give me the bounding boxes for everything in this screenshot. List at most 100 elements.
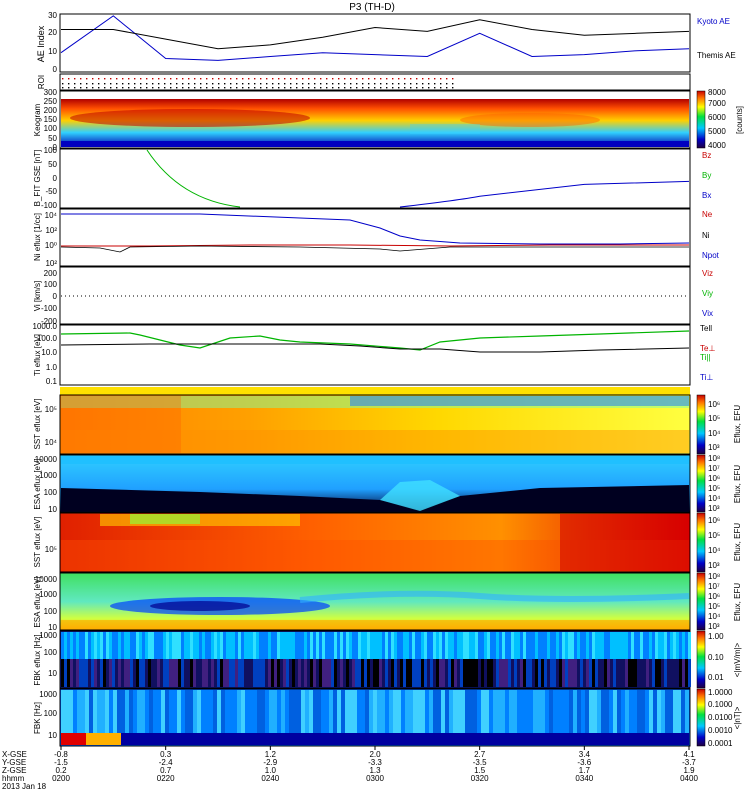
- ti-tick: 1.0: [46, 363, 58, 372]
- xaxis-value-z: 1.7: [579, 766, 591, 775]
- fbk-e-stripe: [379, 632, 382, 659]
- roi-dot: [74, 87, 76, 89]
- esa-e-cbar-label: Eflux, EFU: [733, 465, 742, 503]
- sst-i-tick: 10⁵: [45, 545, 57, 554]
- roi-dot: [356, 87, 358, 89]
- roi-dot: [374, 83, 376, 85]
- fbk-e-stripe: [433, 632, 436, 659]
- fbk-b-stripe: [569, 690, 573, 733]
- roi-dot: [140, 83, 142, 85]
- fbk-b-stripe: [61, 690, 65, 733]
- fbk-e-stripe: [559, 632, 562, 659]
- fbk-e-stripe: [598, 659, 601, 687]
- fbk-e-stripe: [133, 632, 136, 659]
- fbk-e-stripe: [508, 659, 511, 687]
- fbk-e-stripe: [643, 632, 646, 659]
- fbk-e-stripe: [211, 659, 214, 687]
- xaxis-value-x: 2.0: [369, 750, 381, 759]
- fbk-e-stripe: [532, 632, 535, 659]
- fbk-b-stripe: [425, 690, 429, 733]
- fbk-b-stripe: [633, 690, 637, 733]
- fbk-e-stripe: [340, 632, 343, 659]
- fbk-e-stripe: [490, 632, 493, 659]
- xaxis-value-y: -3.7: [682, 758, 696, 767]
- roi-dot: [134, 78, 136, 80]
- roi-dot: [308, 87, 310, 89]
- fbk-e-stripe: [190, 659, 193, 687]
- roi-dot: [176, 87, 178, 89]
- fbk-e-stripe: [322, 632, 325, 659]
- roi-dot: [452, 83, 454, 85]
- fbk-e-stripe: [346, 659, 349, 687]
- roi-dot: [392, 78, 394, 80]
- fbk-e-stripe: [535, 659, 538, 687]
- fbk-b-stripe: [353, 690, 357, 733]
- roi-dot: [242, 78, 244, 80]
- roi-dot: [284, 78, 286, 80]
- fbk-e-stripe: [649, 659, 652, 687]
- fbk-e-stripe: [112, 659, 115, 687]
- fbk-b-tick: 10: [48, 731, 57, 740]
- roi-dot: [380, 83, 382, 85]
- sst-e-cbar-tick: 10⁶: [708, 400, 720, 409]
- fbk-b-stripe: [613, 690, 617, 733]
- fbk-e-stripe: [328, 632, 331, 659]
- fbk-e-stripe: [643, 659, 646, 687]
- roi-dot: [86, 83, 88, 85]
- fbk-b-stripe: [525, 690, 529, 733]
- sst-e-tick: 10⁴: [45, 438, 58, 447]
- fbk-e-stripe: [427, 632, 430, 659]
- fbk-e-stripe: [667, 632, 670, 659]
- xaxis-value-z: 1.5: [474, 766, 486, 775]
- ae-panel: AE Index 0 10 20 30 Kyoto AE Themis AE: [36, 11, 736, 74]
- roi-dot: [218, 78, 220, 80]
- fbk-e-stripe: [106, 632, 109, 659]
- fbk-b-stripe: [465, 690, 469, 733]
- esa-i-cbar-tick: 10⁶: [708, 592, 720, 601]
- roi-dot: [122, 78, 124, 80]
- roi-dot: [218, 83, 220, 85]
- fbk-e-stripe: [352, 659, 355, 687]
- fbk-b-stripe: [129, 690, 133, 733]
- fbk-e-stripe: [202, 632, 205, 659]
- xaxis-value-x: 2.7: [474, 750, 486, 759]
- fbk-e-stripe: [451, 632, 454, 659]
- roi-dot: [410, 87, 412, 89]
- roi-dot: [404, 83, 406, 85]
- fbk-b-stripe: [489, 690, 493, 733]
- fbk-e-stripe: [277, 659, 280, 687]
- fbk-e-stripe: [193, 632, 196, 659]
- roi-dot: [266, 87, 268, 89]
- fbk-e-stripe: [445, 632, 448, 659]
- fbk-e-stripe: [529, 659, 532, 687]
- ni-tick: 10²: [45, 226, 57, 235]
- fbk-e-stripe: [190, 632, 193, 659]
- fbk-b-stripe: [473, 690, 477, 733]
- roi-dot: [344, 87, 346, 89]
- roi-dot: [104, 78, 106, 80]
- esa-i-tick: 1000: [39, 590, 57, 599]
- roi-dot: [290, 78, 292, 80]
- fbk-b-stripe: [417, 690, 421, 733]
- roi-dot: [74, 78, 76, 80]
- fbk-e-stripe: [79, 632, 82, 659]
- fbk-e-stripe: [373, 659, 376, 687]
- roi-dot: [260, 78, 262, 80]
- roi-dot: [146, 78, 148, 80]
- keogram-tick: 250: [44, 97, 58, 106]
- ae-legend-kyoto: Kyoto AE: [697, 17, 730, 26]
- fbk-e-stripe: [658, 632, 661, 659]
- fbk-e-stripe: [625, 632, 628, 659]
- fbk-e-stripe: [445, 659, 448, 687]
- fbk-e-stripe: [169, 659, 172, 687]
- fbk-e-stripe: [661, 659, 664, 687]
- fbk-e-stripe: [688, 632, 691, 659]
- esa-e-tick: 1000: [39, 471, 57, 480]
- fbk-e-stripe: [94, 659, 97, 687]
- fbk-b-stripe: [517, 690, 521, 733]
- fbk-e-stripe: [361, 632, 364, 659]
- sst-e-ylabel: SST eflux [eV]: [33, 399, 42, 450]
- fbk-e-stripe: [304, 632, 307, 659]
- fbk-e-stripe: [622, 659, 625, 687]
- fbk-e-stripe: [211, 632, 214, 659]
